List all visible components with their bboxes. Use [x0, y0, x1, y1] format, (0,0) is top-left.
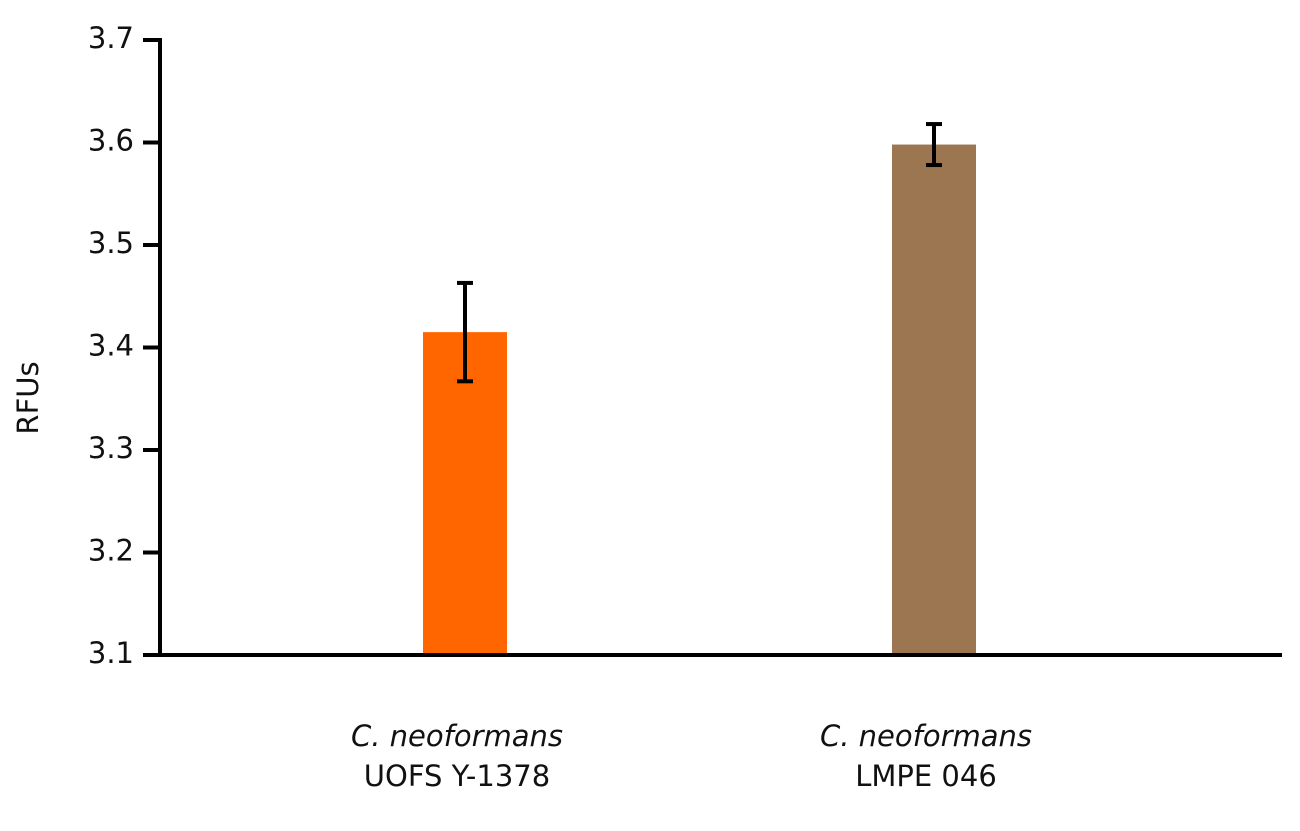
y-tick-label: 3.7 [88, 21, 134, 55]
y-axis-label: RFUs [11, 361, 45, 434]
y-tick-label: 3.2 [88, 534, 134, 568]
y-tick-label: 3.5 [88, 226, 134, 260]
error-bar [457, 280, 473, 384]
error-bar [926, 122, 942, 168]
x-tick-label: C. neoformans [820, 719, 1032, 753]
x-tick-label: C. neoformans [351, 719, 563, 753]
y-tick-label: 3.4 [88, 329, 134, 363]
y-tick-label: 3.6 [88, 124, 134, 158]
x-tick-label: UOFS Y-1378 [364, 759, 550, 793]
x-tick-label: LMPE 046 [855, 759, 997, 793]
bar [892, 144, 976, 656]
y-tick-label: 3.1 [88, 636, 134, 670]
y-tick-label: 3.3 [88, 431, 134, 465]
bar [423, 332, 507, 655]
